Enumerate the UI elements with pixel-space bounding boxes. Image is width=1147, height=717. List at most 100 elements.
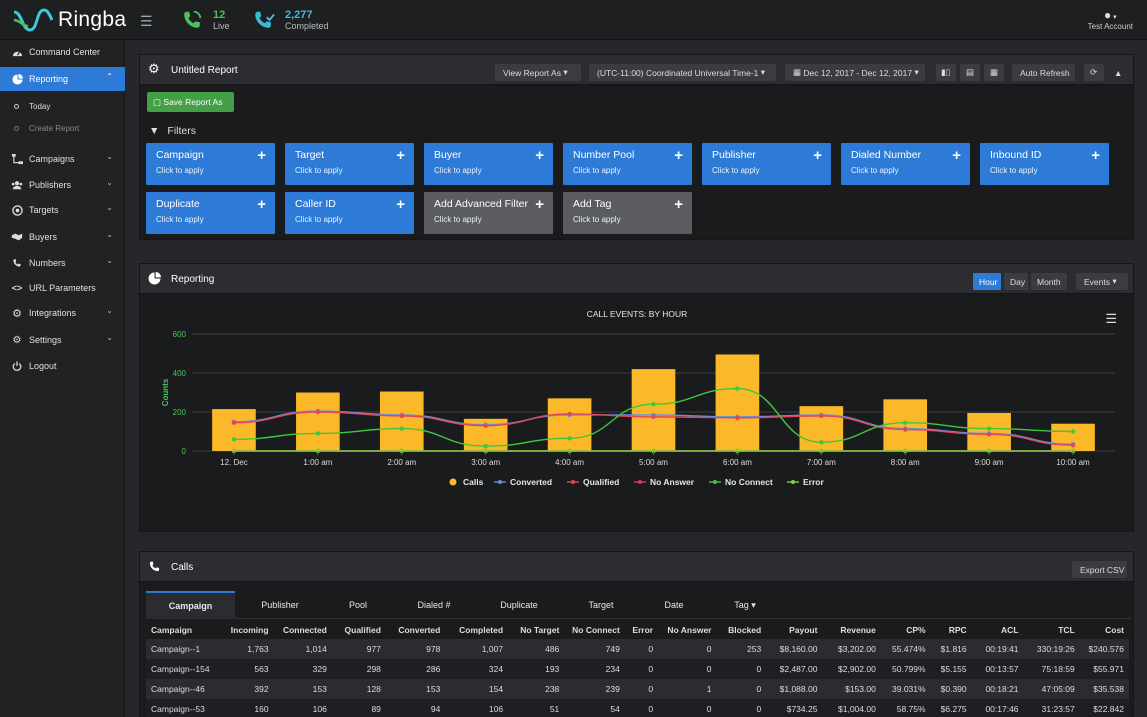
column-header[interactable]: RPC xyxy=(948,624,967,635)
auto-refresh-button[interactable]: Auto Refresh xyxy=(1011,63,1076,82)
column-header[interactable]: ACL xyxy=(1001,624,1019,635)
column-header[interactable]: TCL xyxy=(1058,624,1075,635)
filter-number-pool[interactable]: Number Pool Click to apply + xyxy=(563,143,692,185)
column-header[interactable]: No Answer xyxy=(667,624,712,635)
column-header[interactable]: Revenue xyxy=(840,624,876,635)
column-header[interactable]: Cost xyxy=(1105,624,1124,635)
column-header[interactable]: Campaign xyxy=(151,624,193,635)
chart-menu-icon[interactable]: ☰ xyxy=(1105,311,1117,326)
tab-dialed[interactable]: Dialed # xyxy=(391,591,477,619)
sidebar-item-logout[interactable]: Logout xyxy=(0,354,125,378)
column-header[interactable]: Payout xyxy=(789,624,818,635)
point-no-connect xyxy=(735,386,740,391)
sidebar-item-command-center[interactable]: Command Center xyxy=(0,40,125,64)
point-no-connect xyxy=(567,436,572,441)
table-cell: 50.799% xyxy=(880,659,931,679)
legend-item-calls: Calls xyxy=(463,477,484,487)
sidebar-subitem-label: Today xyxy=(29,101,51,111)
live-label: Live xyxy=(213,20,230,31)
export-csv-label: Export CSV xyxy=(1080,564,1125,575)
sidebar-item-settings[interactable]: ⚙ Settings ⌄ xyxy=(0,328,125,352)
filter-label: Caller ID xyxy=(295,198,336,210)
filter-campaign[interactable]: Campaign Click to apply + xyxy=(146,143,275,185)
date-range-picker[interactable]: ▦ Dec 12, 2017 - Dec 12, 2017 ▾ xyxy=(784,63,926,82)
export-csv-button[interactable]: Export CSV xyxy=(1071,560,1128,579)
column-header[interactable]: No Target xyxy=(520,624,560,635)
column-header[interactable]: Incoming xyxy=(230,624,269,635)
tab-campaign[interactable]: Campaign xyxy=(146,591,235,619)
plus-icon: + xyxy=(1091,147,1100,164)
add-tag-button[interactable]: Add Tag Click to apply + xyxy=(563,192,692,234)
filter-label: Add Tag xyxy=(573,198,612,210)
hamburger-menu-icon[interactable]: ☰ xyxy=(140,13,153,29)
sidebar-item-integrations[interactable]: ⚙ Integrations ⌄ xyxy=(0,301,125,325)
gear-icon: ⚙ xyxy=(12,334,22,346)
collapse-button[interactable]: ▲ xyxy=(1108,63,1130,82)
filter-buyer[interactable]: Buyer Click to apply + xyxy=(424,143,553,185)
sidebar-item-url-parameters[interactable]: <> URL Parameters xyxy=(0,276,125,300)
filter-target[interactable]: Target Click to apply + xyxy=(285,143,414,185)
table-cell: 0 xyxy=(658,639,717,659)
table-row[interactable]: Campaign--1 1,763 1,014 977 978 1,007 486 749 0 0… xyxy=(146,639,1129,659)
column-header[interactable]: Connected xyxy=(282,624,327,635)
table-view-button[interactable]: ▦ xyxy=(983,63,1005,82)
timezone-dropdown[interactable]: (UTC-11:00) Coordinated Universal Time-1… xyxy=(588,63,777,82)
plus-icon: + xyxy=(535,196,544,213)
sidebar-subitem-today[interactable]: Today xyxy=(0,96,125,116)
tab-label: Date xyxy=(664,600,684,610)
sidebar-subitem-create-report[interactable]: Create Report xyxy=(0,118,125,138)
filter-publisher[interactable]: Publisher Click to apply + xyxy=(702,143,831,185)
summary-view-button[interactable]: ▤ xyxy=(959,63,981,82)
sidebar-item-buyers[interactable]: Buyers ⌄ xyxy=(0,225,125,249)
column-header[interactable]: Qualified xyxy=(344,624,381,635)
table-cell: 1,763 xyxy=(221,639,274,659)
column-header[interactable]: Converted xyxy=(398,624,441,635)
sidebar-item-campaigns[interactable]: Campaigns ⌄ xyxy=(0,147,125,171)
view-report-as-dropdown[interactable]: View Report As ▾ xyxy=(494,63,582,82)
column-header[interactable]: No Connect xyxy=(572,624,620,635)
filter-label: Publisher xyxy=(712,149,756,161)
save-report-as-button[interactable]: ▢ Save Report As xyxy=(147,92,234,112)
events-dropdown[interactable]: Events ▾ xyxy=(1075,272,1129,291)
phone-icon xyxy=(10,258,24,268)
filter-caller-id[interactable]: Caller ID Click to apply + xyxy=(285,192,414,234)
chart-view-button[interactable]: ▮▯ xyxy=(935,63,957,82)
sidebar-item-targets[interactable]: Targets ⌄ xyxy=(0,198,125,222)
column-header[interactable]: CP% xyxy=(906,624,926,635)
tab-publisher[interactable]: Publisher xyxy=(235,591,325,619)
tab-tag[interactable]: Tag ▾ xyxy=(734,599,756,611)
column-header[interactable]: Error xyxy=(632,624,654,635)
filter-inbound-id[interactable]: Inbound ID Click to apply + xyxy=(980,143,1109,185)
filter-dialed-number[interactable]: Dialed Number Click to apply + xyxy=(841,143,970,185)
logo[interactable]: Ringba xyxy=(12,6,126,34)
filter-label: Campaign xyxy=(156,149,204,161)
refresh-button[interactable]: ⟳ xyxy=(1083,63,1105,82)
account-menu[interactable]: ● ▾ Test Account xyxy=(1088,8,1133,31)
calls-table: Campaign Incoming Connected Qualified Conver… xyxy=(146,620,1129,717)
table-row[interactable]: Campaign--53 160 106 89 94 106 51 54 0 0 0 $734.25 $… xyxy=(146,699,1129,717)
plus-icon: + xyxy=(396,196,405,213)
month-toggle[interactable]: Month xyxy=(1030,272,1068,291)
tab-duplicate[interactable]: Duplicate xyxy=(477,591,561,619)
y-tick-label: 200 xyxy=(173,408,187,417)
report-header: ⚙ Untitled Report View Report As ▾ (UTC-… xyxy=(140,55,1133,85)
sidebar-item-numbers[interactable]: Numbers ⌄ xyxy=(0,251,125,275)
day-toggle[interactable]: Day xyxy=(1003,272,1029,291)
tab-date[interactable]: Date xyxy=(641,591,707,619)
table-row[interactable]: Campaign--154 563 329 298 286 324 193 234 0 0 0 $2,… xyxy=(146,659,1129,679)
sidebar-item-reporting[interactable]: Reporting ⌃ xyxy=(0,67,125,91)
add-advanced-filter-button[interactable]: Add Advanced Filter Click to apply + xyxy=(424,192,553,234)
column-header[interactable]: Completed xyxy=(459,624,504,635)
tab-pool[interactable]: Pool xyxy=(325,591,391,619)
table-row[interactable]: Campaign--46 392 153 128 153 154 238 239 0 1 0 $1,0… xyxy=(146,679,1129,699)
hour-toggle[interactable]: Hour xyxy=(972,272,1002,291)
table-cell: 563 xyxy=(221,659,274,679)
filter-duplicate[interactable]: Duplicate Click to apply + xyxy=(146,192,275,234)
column-header[interactable]: Blocked xyxy=(728,624,762,635)
settings-icon[interactable]: ⚙ xyxy=(148,61,160,76)
sidebar-item-label: Targets xyxy=(29,205,59,215)
sidebar-item-publishers[interactable]: Publishers ⌄ xyxy=(0,173,125,197)
tab-target[interactable]: Target xyxy=(561,591,641,619)
phone-icon xyxy=(148,560,161,576)
table-cell: 0 xyxy=(624,699,659,717)
